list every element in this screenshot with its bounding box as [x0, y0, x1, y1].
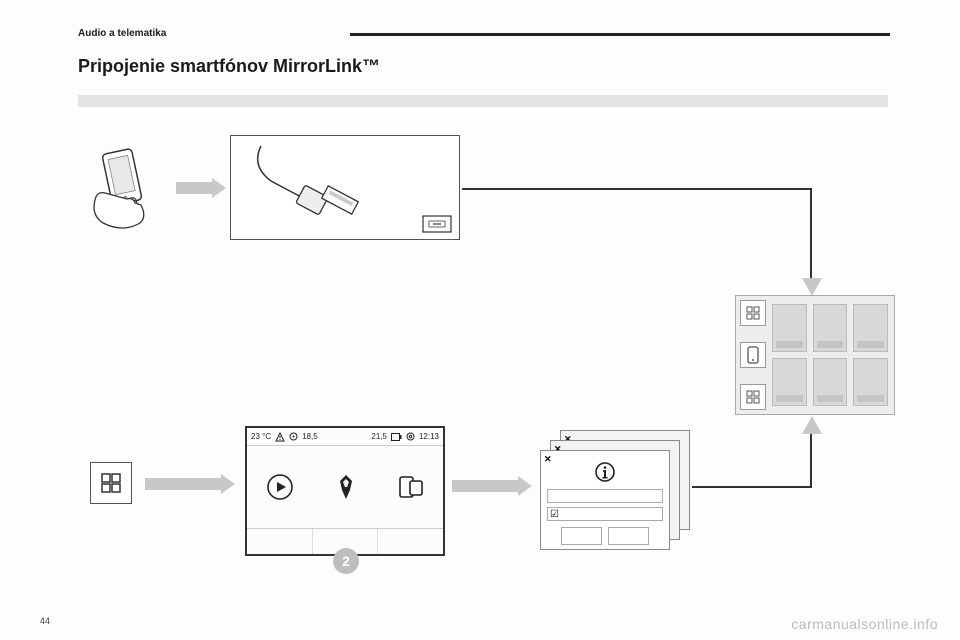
- time-label: 12:13: [419, 432, 439, 441]
- status-bar: 23 °C 18,5 21,5 12:13: [247, 428, 443, 446]
- phone-icon: [740, 342, 766, 368]
- step-badge: 2: [333, 548, 359, 574]
- dialog-row: [547, 489, 663, 503]
- dialog-front: ✕ ☑: [540, 450, 670, 550]
- phone-in-hand-illustration: [85, 145, 165, 230]
- flow-line: [462, 188, 812, 190]
- mirrorlink-app-grid: [735, 295, 895, 415]
- header-rule: [350, 33, 890, 36]
- dialog-button[interactable]: [608, 527, 649, 545]
- play-circle-icon: [265, 472, 295, 502]
- screen-apps-row: [247, 446, 443, 528]
- watermark: carmanualsonline.info: [791, 616, 938, 632]
- apps-grid-icon: [740, 300, 766, 326]
- arrow-head-icon: [802, 278, 822, 296]
- temp-label: 23 °C: [251, 432, 271, 441]
- dialog-button[interactable]: [561, 527, 602, 545]
- apps-grid-icon: [740, 384, 766, 410]
- app-tile: [772, 304, 807, 352]
- arrow-icon: [452, 476, 532, 496]
- battery-icon: [391, 433, 402, 441]
- usb-connection-illustration: [230, 135, 460, 240]
- flow-line: [692, 486, 812, 488]
- title-band: [78, 95, 888, 107]
- arrow-phone-to-usb: [176, 178, 226, 198]
- target-icon: [289, 432, 298, 441]
- mirrorlink-icon: [397, 472, 425, 502]
- page-number: 44: [40, 616, 50, 626]
- section-label: Audio a telematika: [78, 28, 166, 39]
- flow-line: [810, 188, 812, 280]
- app-tiles: [772, 304, 888, 406]
- info-icon: [541, 461, 669, 488]
- dialog-buttons: [561, 527, 649, 545]
- peugeot-lion-icon: [331, 472, 361, 502]
- app-panel-rail: [740, 300, 766, 410]
- app-tile: [853, 304, 888, 352]
- confirmation-dialogs: ✕ ✕ ✕ ☑: [540, 430, 690, 550]
- status-number: 21,5: [371, 432, 387, 441]
- dialog-row: [547, 507, 663, 521]
- app-tile: [853, 358, 888, 406]
- gear-icon: [406, 432, 415, 441]
- status-number: 18,5: [302, 432, 318, 441]
- page-title: Pripojenie smartfónov MirrorLink™: [78, 56, 380, 77]
- arrow-head-icon: [802, 416, 822, 434]
- warning-icon: [275, 432, 285, 442]
- check-icon: ☑: [550, 509, 559, 520]
- grid-icon: [100, 472, 122, 494]
- menu-grid-button[interactable]: [90, 462, 132, 504]
- app-tile: [772, 358, 807, 406]
- infotainment-screen: 23 °C 18,5 21,5 12:13: [245, 426, 445, 556]
- app-tile: [813, 358, 848, 406]
- arrow-icon: [145, 474, 235, 494]
- flow-line: [810, 432, 812, 488]
- app-tile: [813, 304, 848, 352]
